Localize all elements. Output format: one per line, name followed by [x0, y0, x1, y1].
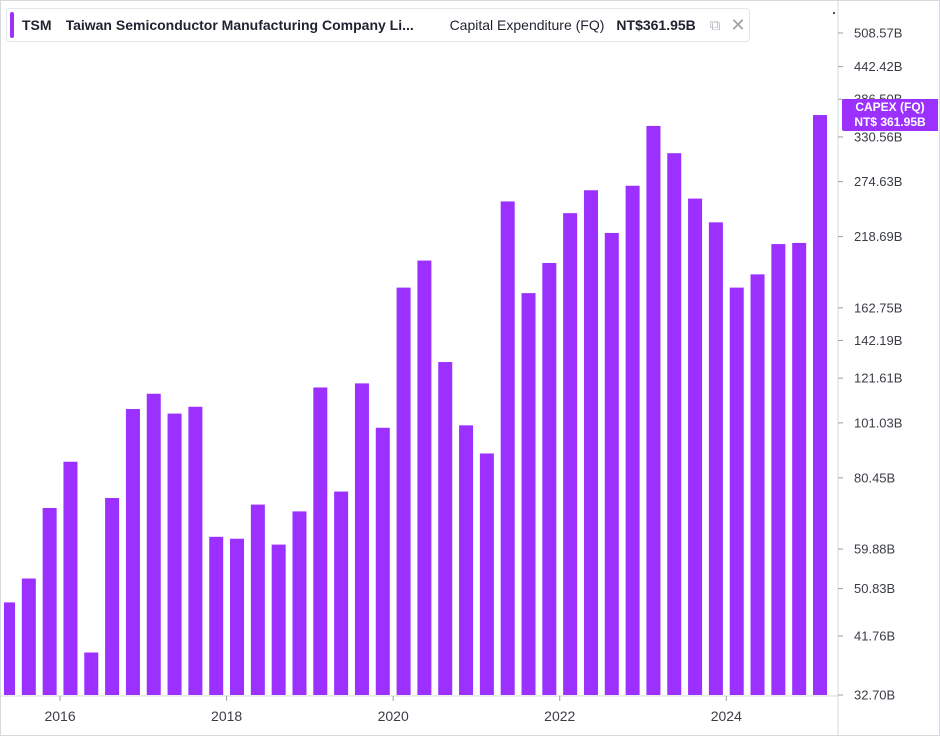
bar[interactable]: [479, 453, 494, 695]
current-value-tag: CAPEX (FQ) NT$ 361.95B: [842, 99, 938, 131]
bar[interactable]: [563, 213, 578, 695]
bar[interactable]: [167, 413, 182, 695]
bar[interactable]: [4, 602, 15, 695]
bar[interactable]: [771, 244, 786, 695]
y-tick-label: 218.69B: [854, 229, 902, 244]
bar[interactable]: [125, 409, 140, 695]
bar[interactable]: [375, 427, 390, 695]
bar[interactable]: [63, 461, 78, 695]
x-tick-label: 2018: [211, 708, 242, 724]
y-tick-label: 50.83B: [854, 581, 895, 596]
bar[interactable]: [604, 232, 619, 695]
y-tick-label: 32.70B: [854, 688, 895, 703]
bar[interactable]: [271, 544, 286, 695]
legend-current-value: NT$361.95B: [616, 17, 696, 33]
bar[interactable]: [646, 125, 661, 695]
bar[interactable]: [105, 497, 120, 695]
bar-series: [4, 115, 827, 696]
y-tick-label: 41.76B: [854, 629, 895, 644]
series-legend[interactable]: TSM Taiwan Semiconductor Manufacturing C…: [6, 8, 750, 42]
bar[interactable]: [250, 504, 265, 695]
bar[interactable]: [583, 190, 598, 695]
bar[interactable]: [354, 383, 369, 695]
bar[interactable]: [396, 287, 411, 695]
y-tick-label: 59.88B: [854, 542, 895, 557]
close-icon[interactable]: ✕: [730, 15, 746, 35]
bar[interactable]: [500, 201, 515, 695]
bar[interactable]: [750, 274, 765, 695]
x-tick-label: 2022: [544, 708, 575, 724]
bar[interactable]: [542, 263, 557, 695]
bar[interactable]: [417, 260, 432, 695]
x-tick-label: 2016: [44, 708, 75, 724]
y-tick-label: 508.57B: [854, 26, 902, 41]
x-axis: 2016 2018 2020 2022 2024: [0, 695, 838, 724]
layers-icon[interactable]: ⧉: [709, 16, 721, 34]
y-tick-label: 142.19B: [854, 333, 902, 348]
bar[interactable]: [729, 287, 744, 695]
bar[interactable]: [792, 242, 807, 696]
x-tick-label: 2020: [378, 708, 409, 724]
bar[interactable]: [813, 115, 827, 695]
y-tick-label: 330.56B: [854, 129, 902, 144]
bar[interactable]: [146, 393, 161, 695]
bar[interactable]: [292, 511, 307, 695]
bar[interactable]: [188, 406, 203, 695]
bar[interactable]: [21, 578, 36, 695]
menu-dot: [833, 12, 835, 14]
bar[interactable]: [688, 198, 703, 696]
y-tick-label: 442.42B: [854, 59, 902, 74]
bar[interactable]: [209, 536, 224, 695]
bar[interactable]: [708, 222, 723, 695]
bar[interactable]: [42, 507, 57, 695]
y-tick-label: 80.45B: [854, 470, 895, 485]
current-value-tag-label: CAPEX (FQ): [855, 100, 925, 114]
bar[interactable]: [667, 153, 682, 695]
bar[interactable]: [625, 185, 640, 696]
y-tick-label: 162.75B: [854, 300, 902, 315]
y-tick-label: 101.03B: [854, 415, 902, 430]
current-value-tag-value: NT$ 361.95B: [854, 115, 926, 129]
bar[interactable]: [84, 652, 99, 695]
bar[interactable]: [230, 538, 245, 695]
legend-company-name: Taiwan Semiconductor Manufacturing Compa…: [65, 17, 414, 33]
y-tick-label: 121.61B: [854, 371, 902, 386]
bar[interactable]: [334, 491, 349, 695]
legend-metric-name: Capital Expenditure (FQ): [449, 17, 605, 33]
bar[interactable]: [438, 362, 453, 695]
bar[interactable]: [521, 293, 536, 695]
bar[interactable]: [459, 425, 474, 695]
x-tick-label: 2024: [711, 708, 742, 724]
y-tick-label: 274.63B: [854, 174, 902, 189]
series-color-swatch: [10, 12, 14, 38]
legend-ticker: TSM: [22, 17, 52, 33]
bar[interactable]: [313, 387, 328, 695]
y-axis: 508.57B442.42B386.50B330.56B274.63B218.6…: [837, 0, 902, 736]
